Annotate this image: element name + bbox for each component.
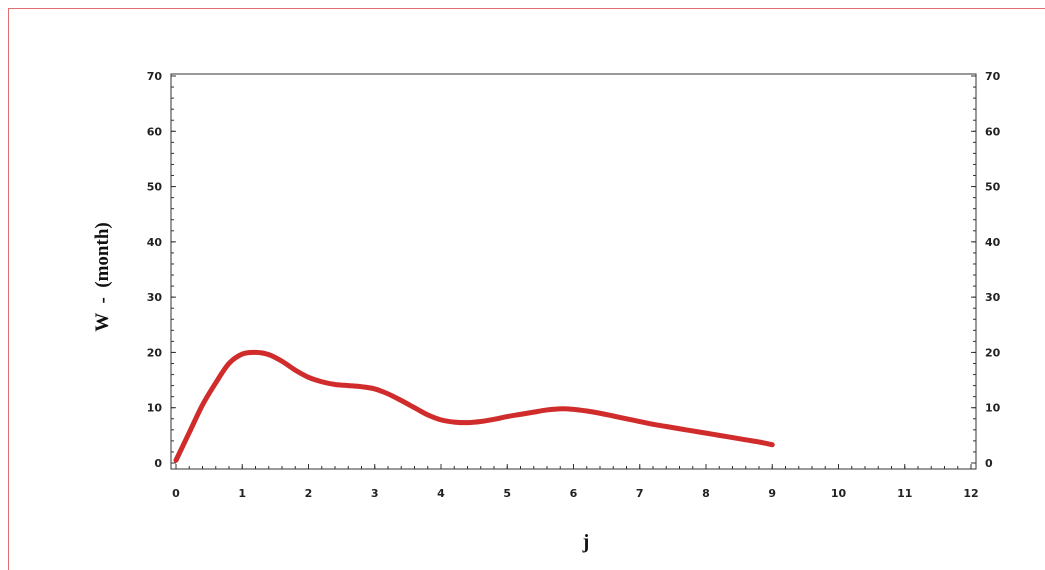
page-frame <box>8 8 1045 570</box>
y-tick-label-right: 30 <box>985 291 1001 304</box>
y-tick-label-right: 70 <box>985 70 1001 83</box>
x-tick-label: 2 <box>305 487 313 500</box>
x-tick-label: 7 <box>636 487 644 500</box>
y-tick-label-right: 40 <box>985 236 1001 249</box>
y-tick-label-right: 50 <box>985 181 1001 194</box>
y-tick-label-left: 0 <box>154 457 162 470</box>
series-line <box>173 349 775 463</box>
x-tick-label: 6 <box>570 487 578 500</box>
x-axis-title: j <box>582 531 590 553</box>
y-tick-label-left: 70 <box>147 70 163 83</box>
y-tick-label-left: 20 <box>147 346 163 359</box>
y-tick-label-left: 50 <box>147 181 163 194</box>
y-axis-title: W - (month) <box>92 222 113 331</box>
x-tick-label: 10 <box>831 487 847 500</box>
x-tick-label: 8 <box>702 487 710 500</box>
x-tick-label: 12 <box>963 487 978 500</box>
x-tick-label: 9 <box>768 487 776 500</box>
y-tick-label-left: 10 <box>147 402 163 415</box>
x-tick-label: 11 <box>897 487 912 500</box>
x-tick-label: 4 <box>437 487 445 500</box>
y-tick-label-right: 10 <box>985 402 1001 415</box>
y-tick-label-left: 60 <box>147 125 163 138</box>
y-tick-label-right: 20 <box>985 346 1001 359</box>
y-tick-label-left: 30 <box>147 291 163 304</box>
x-tick-label: 1 <box>238 487 246 500</box>
y-tick-label-left: 40 <box>147 236 163 249</box>
x-tick-label: 3 <box>371 487 379 500</box>
y-tick-label-right: 0 <box>985 457 993 470</box>
x-tick-label: 5 <box>503 487 511 500</box>
y-tick-label-right: 60 <box>985 125 1001 138</box>
x-tick-label: 0 <box>172 487 180 500</box>
